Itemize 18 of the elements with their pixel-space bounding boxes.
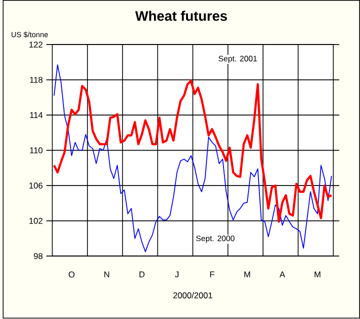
x-tick-label: M [244, 272, 250, 278]
y-tick-label: 110 [30, 148, 43, 154]
x-tick-label: M [314, 272, 320, 278]
x-tick-label: J [175, 272, 178, 278]
chart-title: Wheat futures [135, 10, 227, 22]
x-tick-label: D [140, 272, 144, 278]
x-axis-title: 2000/2001 [173, 292, 212, 299]
y-tick-label: 106 [29, 182, 42, 189]
x-tick-label: O [68, 272, 74, 278]
y-tick-label: 118 [30, 77, 42, 84]
y-tick-label: 98 [34, 253, 42, 260]
y-tick-label: 102 [29, 218, 42, 224]
x-tick-label: A [280, 272, 286, 278]
line-series [54, 64, 332, 252]
y-tick-label: 122 [29, 42, 42, 48]
y-tick-label: 114 [30, 112, 43, 118]
x-tick-label: F [210, 272, 214, 278]
x-tick-label: N [104, 272, 110, 278]
